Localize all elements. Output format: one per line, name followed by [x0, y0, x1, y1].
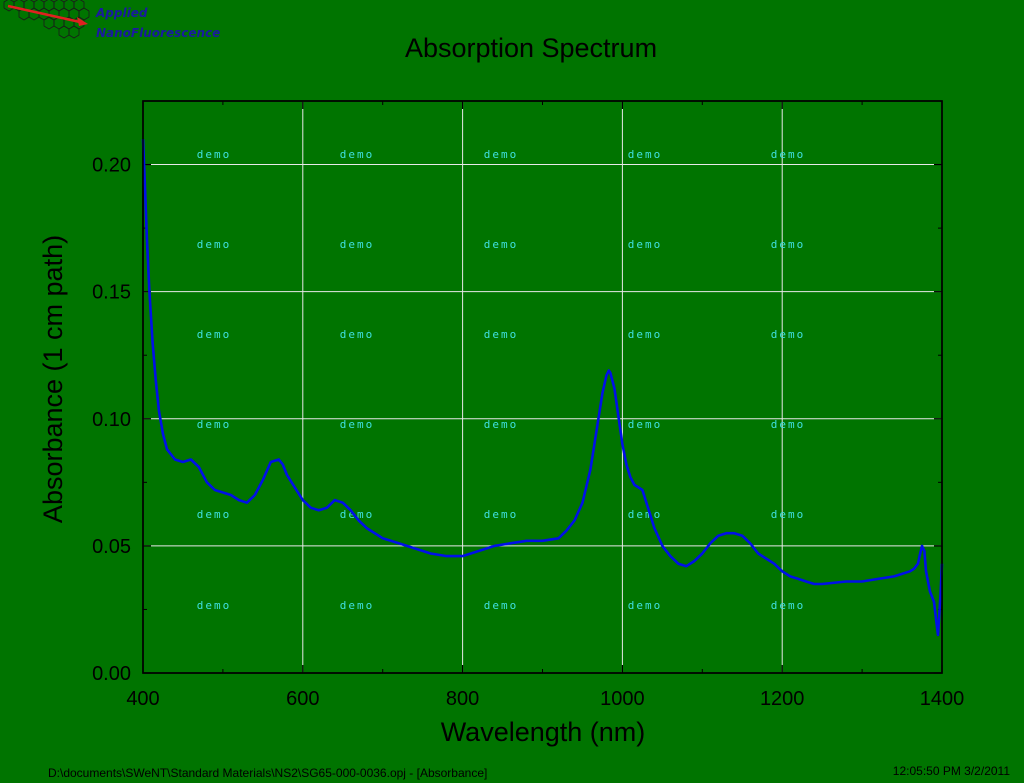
watermark-text: demo [628, 238, 663, 251]
watermark-text: demo [197, 508, 232, 521]
watermark-text: demo [340, 599, 375, 612]
watermark-text: demo [484, 418, 519, 431]
watermark-text: demo [771, 238, 806, 251]
watermark-text: demo [628, 508, 663, 521]
watermark-text: demo [484, 148, 519, 161]
y-tick-label: 0.00 [92, 663, 131, 685]
watermark-text: demo [340, 238, 375, 251]
y-tick-labels: 0.00 0.05 0.10 0.15 0.20 [92, 155, 131, 685]
x-tick-label: 400 [126, 688, 159, 710]
watermark-text: demo [197, 328, 232, 341]
watermark-text: demo [628, 328, 663, 341]
watermark-text: demo [197, 148, 232, 161]
y-tick-label: 0.10 [92, 409, 131, 431]
x-tick-label: 1000 [600, 688, 645, 710]
watermark-text: demo [628, 599, 663, 612]
x-tick-label: 1200 [760, 688, 805, 710]
watermark-text: demo [628, 418, 663, 431]
watermark-text: demo [197, 599, 232, 612]
y-tick-label: 0.20 [92, 155, 131, 177]
red-arrow-icon [7, 4, 88, 26]
footer-timestamp: 12:05:50 PM 3/2/2011 [893, 764, 1011, 778]
x-tick-labels: 400 600 800 1000 1200 1400 [126, 688, 964, 710]
watermark-text: demo [771, 599, 806, 612]
watermark-text: demo [484, 238, 519, 251]
watermark-text: demo [484, 508, 519, 521]
hexagon-logo-icon [3, 0, 90, 39]
series-absorbance-line [141, 139, 944, 637]
x-axis-label: Wavelength (nm) [441, 717, 646, 747]
footer-file-path: D:\documents\SWeNT\Standard Materials\NS… [48, 766, 487, 780]
chart-title: Absorption Spectrum [405, 33, 657, 63]
watermark-text: demo [197, 418, 232, 431]
watermarks: demo demo demo demo demo demo demo demo demo demo… [197, 148, 806, 612]
logo-line1: Applied [95, 6, 148, 20]
x-tick-label: 800 [446, 688, 479, 710]
x-tick-label: 600 [286, 688, 319, 710]
y-tick-label: 0.05 [92, 536, 131, 558]
watermark-text: demo [771, 328, 806, 341]
watermark-text: demo [628, 148, 663, 161]
watermark-text: demo [771, 508, 806, 521]
watermark-text: demo [340, 148, 375, 161]
watermark-text: demo [771, 148, 806, 161]
watermark-text: demo [340, 508, 375, 521]
plot-frame [142, 100, 943, 674]
plot-area [142, 100, 943, 674]
logo: Applied NanoFluorescence [3, 0, 220, 40]
watermark-text: demo [197, 238, 232, 251]
y-tick-label: 0.15 [92, 282, 131, 304]
y-axis-label: Absorbance (1 cm path) [38, 235, 68, 523]
x-tick-label: 1400 [920, 688, 965, 710]
watermark-text: demo [484, 328, 519, 341]
watermark-text: demo [484, 599, 519, 612]
watermark-text: demo [340, 328, 375, 341]
watermark-text: demo [771, 418, 806, 431]
watermark-text: demo [340, 418, 375, 431]
logo-line2: NanoFluorescence [96, 26, 220, 40]
grid [143, 101, 942, 673]
